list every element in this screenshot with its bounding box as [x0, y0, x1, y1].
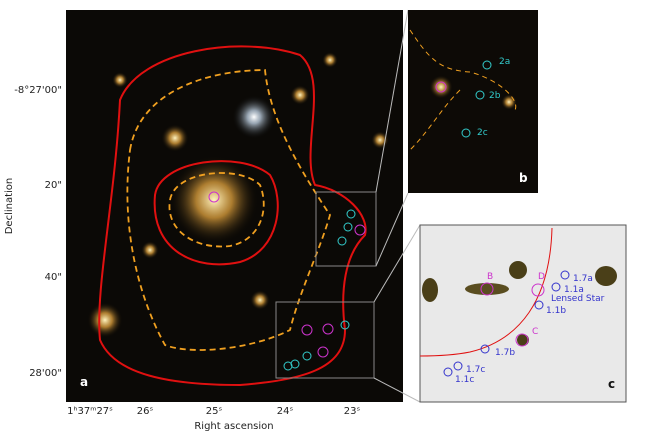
y-tick-label: 20": [45, 180, 62, 191]
image-label: 2c: [477, 128, 488, 138]
image-label: 1.1c: [455, 375, 474, 385]
x-tick-label: 26ˢ: [137, 406, 154, 417]
image-label: 1.7c: [466, 365, 485, 375]
x-tick-label: 1ʰ37ᵐ27ˢ: [67, 406, 113, 417]
y-tick-label: -8°27'00": [14, 85, 62, 96]
connectors: [373, 9, 421, 403]
image-label: 1.7b: [495, 348, 515, 358]
x-tick-label: 25ˢ: [206, 406, 223, 417]
panel-label: b: [519, 171, 528, 185]
image-label: 1.1b: [546, 306, 566, 316]
x-tick-label: 24ˢ: [277, 406, 294, 417]
image-label: 1.7a: [573, 274, 593, 284]
panel-c: B D 1.7a 1.1a Lensed Star 1.1b C 1.7b 1.…: [419, 224, 627, 403]
panel-label: a: [80, 375, 88, 389]
image-label: D: [538, 272, 545, 282]
image-label: 2a: [499, 57, 510, 67]
y-tick-label: 28'00": [29, 368, 62, 379]
panel-b: 2a 2b 2c b: [408, 10, 538, 193]
axes: -8°27'00" 20" 40" 28'00" 1ʰ37ᵐ27ˢ 26ˢ 25…: [4, 85, 360, 432]
y-tick-label: 40": [45, 272, 62, 283]
image-label: B: [487, 272, 493, 282]
y-axis-title: Declination: [4, 178, 15, 235]
image-label: 2b: [489, 91, 501, 101]
x-axis-title: Right ascension: [194, 421, 273, 432]
panel-a: a: [66, 10, 403, 402]
x-tick-label: 23ˢ: [344, 406, 361, 417]
image-label: C: [532, 327, 538, 337]
image-label: Lensed Star: [551, 294, 605, 304]
image-label: 1.1a: [564, 285, 584, 295]
panel-label: c: [608, 377, 615, 391]
